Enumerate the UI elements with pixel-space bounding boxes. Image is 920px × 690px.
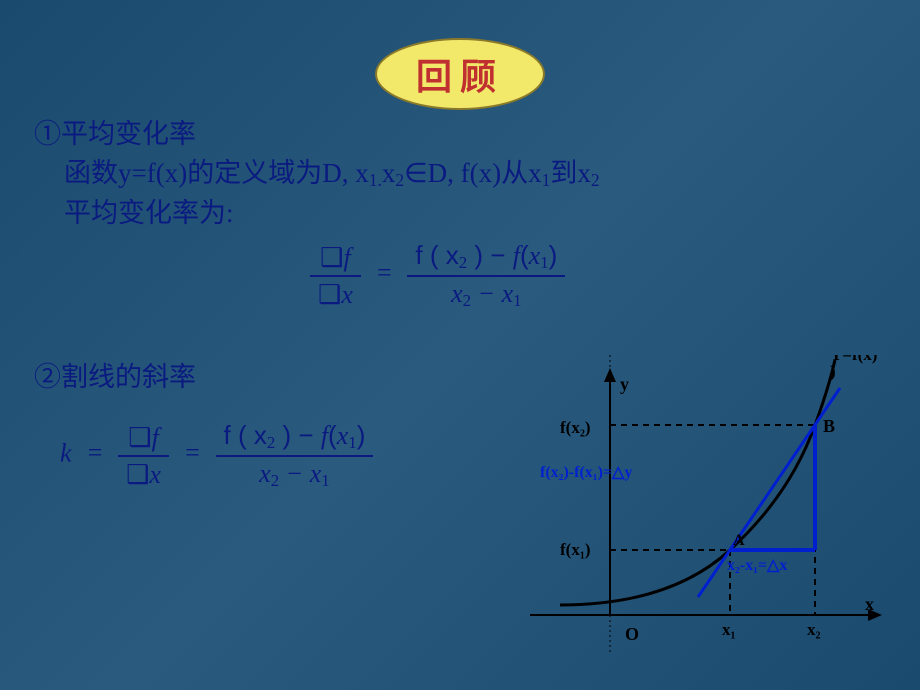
review-badge: 回顾 — [375, 38, 545, 110]
l1b: x — [382, 158, 396, 188]
f2x: x — [149, 460, 161, 489]
r2d: ( — [328, 420, 337, 450]
r1s1: 1 — [540, 253, 548, 272]
dy-label: f(x₂)-f(x₁)=△y — [540, 464, 632, 481]
section2-block: ②割线的斜率 — [34, 358, 196, 397]
fx1-label: f(x₁) — [560, 540, 591, 559]
eq2a: = — [86, 438, 104, 467]
r2e: x — [337, 421, 349, 450]
l1a: 函数y=f(x)的定义域为D, x — [64, 158, 369, 188]
badge-text: 回顾 — [416, 48, 504, 100]
formula2: k = ❑f ❑x = f ( x2 ) − f(x1) x2 − x1 — [60, 420, 373, 491]
r1a: f ( x — [415, 240, 458, 270]
f2k: k — [60, 438, 72, 467]
f2-mid: ❑f ❑x — [118, 422, 169, 490]
title2: 割线的斜率 — [61, 362, 196, 392]
r2s1: 1 — [348, 433, 356, 452]
d2a: x — [259, 459, 271, 488]
marker1: ① — [34, 119, 61, 149]
f1f: f — [343, 243, 350, 272]
x2-label: x₂ — [807, 620, 821, 639]
r1s2: 2 — [459, 253, 467, 272]
diagram-svg: y x O f(x₂) f(x₁) x₁ x₂ A B Y=f(x) ) f(x… — [530, 355, 900, 655]
yfx-paren: ) — [830, 362, 836, 381]
r2c: f — [321, 421, 328, 450]
origin-label: O — [625, 624, 639, 644]
marker2: ② — [34, 362, 61, 392]
text-content: ①平均变化率 函数y=f(x)的定义域为D, x1.x2∈D, f(x)从x1到… — [34, 115, 600, 233]
r1f: ) — [549, 240, 558, 270]
d1c: x — [502, 279, 514, 308]
f2f: f — [152, 423, 159, 452]
dx-label: x₂-x₁=△x — [727, 557, 787, 574]
d2s2: 2 — [271, 471, 279, 490]
yfx-label: Y=f(x) — [830, 355, 877, 364]
x1-label: x₁ — [722, 620, 736, 639]
f1-rhs: f ( x2 ) − f(x1) x2 − x1 — [407, 240, 565, 311]
r1e: x — [529, 241, 541, 270]
r2b: ) − — [275, 420, 321, 450]
line1: 函数y=f(x)的定义域为D, x1.x2∈D, f(x)从x1到x2 — [64, 154, 600, 193]
line2: 平均变化率为: — [64, 194, 600, 233]
eq2b: = — [183, 438, 201, 467]
sub4: 2 — [591, 170, 600, 190]
x-label: x — [865, 594, 874, 614]
curve — [560, 360, 835, 605]
y-label: y — [620, 374, 629, 394]
sub2: 2 — [395, 170, 404, 190]
d2c: x — [310, 459, 322, 488]
r1b: ) − — [467, 240, 513, 270]
secant-diagram: y x O f(x₂) f(x₁) x₁ x₂ A B Y=f(x) ) f(x… — [530, 355, 900, 655]
d2s1: 1 — [321, 471, 329, 490]
r2f: ) — [357, 420, 366, 450]
f1x: x — [341, 280, 353, 309]
section1: ①平均变化率 — [34, 115, 600, 154]
l1d: 到x — [550, 158, 591, 188]
title1: 平均变化率 — [61, 119, 196, 149]
d1b: − — [471, 279, 502, 308]
formula1: ❑f ❑x = f ( x2 ) − f(x1) x2 − x1 — [310, 240, 565, 311]
sub1: 1. — [369, 170, 382, 190]
d2b: − — [279, 459, 310, 488]
eq1: = — [375, 258, 393, 287]
r2a: f ( x — [224, 420, 267, 450]
f2-rhs: f ( x2 ) − f(x1) x2 − x1 — [216, 420, 374, 491]
d1s2: 2 — [463, 291, 471, 310]
d1a: x — [451, 279, 463, 308]
l1c: ∈D, f(x)从x — [404, 158, 542, 188]
fx2-label: f(x₂) — [560, 418, 591, 437]
sq4: ❑ — [126, 459, 149, 489]
sq3: ❑ — [128, 422, 151, 452]
B-label: B — [823, 416, 835, 436]
A-label: A — [733, 532, 745, 549]
r1d: ( — [520, 240, 529, 270]
sq1: ❑ — [320, 242, 343, 272]
f1-lhs: ❑f ❑x — [310, 242, 361, 310]
sq2: ❑ — [318, 279, 341, 309]
r1c: f — [513, 241, 520, 270]
d1s1: 1 — [513, 291, 521, 310]
